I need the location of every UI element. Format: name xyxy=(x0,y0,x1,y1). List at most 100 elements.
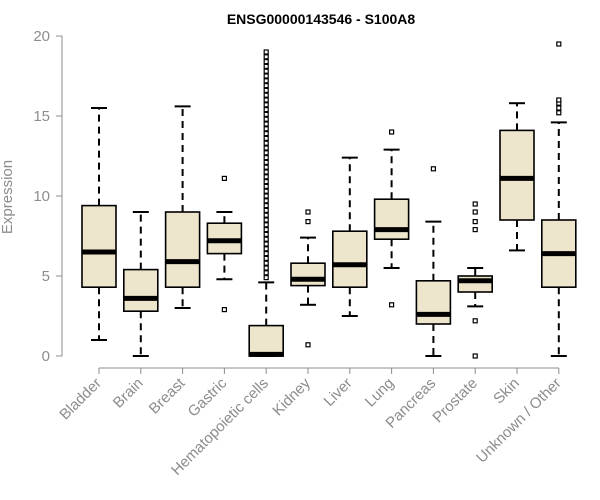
box-unknown-other xyxy=(540,41,577,357)
outlier-point xyxy=(472,201,478,207)
outlier-point xyxy=(263,97,269,103)
outlier-point xyxy=(221,175,227,181)
outlier-point xyxy=(263,87,269,94)
outlier-point xyxy=(263,63,269,70)
x-tick-label: Liver xyxy=(321,375,356,410)
outlier-point xyxy=(263,58,269,65)
box-skin xyxy=(499,102,535,252)
box-breast xyxy=(164,105,201,309)
outlier-point xyxy=(263,193,269,199)
outlier-point xyxy=(556,110,562,116)
outlier-point xyxy=(263,78,269,84)
outlier-point xyxy=(263,145,269,151)
box-iqr xyxy=(331,230,368,288)
outlier-point xyxy=(472,318,478,324)
outlier-point xyxy=(263,164,269,170)
outlier-point xyxy=(472,209,478,215)
box-prostate xyxy=(457,201,494,359)
outlier-point xyxy=(556,97,562,103)
outlier-point xyxy=(305,209,311,215)
outlier-point xyxy=(263,241,269,247)
outlier-point xyxy=(263,255,269,261)
x-tick-label: Bladder xyxy=(56,375,105,424)
boxes-group xyxy=(81,41,577,359)
outlier-point xyxy=(389,129,395,135)
x-tick-label: Skin xyxy=(490,375,523,408)
outlier-point xyxy=(263,212,269,218)
outlier-point xyxy=(472,227,478,233)
box-iqr xyxy=(164,211,201,288)
outlier-point xyxy=(430,166,436,172)
y-tick-label: 15 xyxy=(33,108,50,125)
y-tick-label: 0 xyxy=(42,348,50,365)
outlier-point xyxy=(263,231,269,237)
outlier-point xyxy=(263,111,269,118)
box-pancreas xyxy=(415,166,452,357)
outlier-point xyxy=(472,219,478,225)
outlier-point xyxy=(263,131,269,137)
outlier-point xyxy=(263,82,269,89)
x-tick-label: Breast xyxy=(146,374,189,417)
outlier-point xyxy=(263,198,269,204)
outlier-point xyxy=(263,275,269,281)
box-hematopoietic-cells xyxy=(248,49,284,357)
box-iqr xyxy=(81,204,117,289)
outlier-point xyxy=(263,183,269,189)
outlier-point xyxy=(263,140,269,146)
outlier-point xyxy=(263,251,269,257)
outlier-point xyxy=(263,106,269,113)
outlier-point xyxy=(263,73,269,79)
outlier-point xyxy=(263,265,269,271)
box-liver xyxy=(331,156,368,317)
y-axis: 0 5 10 15 20 xyxy=(33,28,63,365)
x-tick-label: Prostate xyxy=(429,375,481,427)
y-axis-label: Expression xyxy=(0,160,16,234)
outlier-point xyxy=(263,169,269,175)
y-tick-label: 10 xyxy=(33,188,50,205)
x-tick-label: Kidney xyxy=(269,374,314,419)
box-brain xyxy=(123,211,159,357)
outlier-point xyxy=(263,116,269,122)
outlier-point xyxy=(305,342,311,348)
outlier-point xyxy=(263,121,269,127)
box-iqr xyxy=(248,324,284,357)
outlier-point xyxy=(263,150,269,156)
box-iqr xyxy=(290,262,326,287)
outlier-point xyxy=(263,270,269,276)
outlier-point xyxy=(263,207,269,213)
outlier-point xyxy=(263,227,269,233)
outlier-point xyxy=(556,105,562,111)
outlier-point xyxy=(263,126,269,132)
outlier-point xyxy=(263,260,269,266)
outlier-point xyxy=(263,92,269,98)
x-tick-label: Brain xyxy=(110,375,147,412)
outlier-point xyxy=(263,222,269,228)
outlier-point xyxy=(263,203,269,209)
box-iqr xyxy=(373,198,410,240)
outlier-point xyxy=(263,155,269,161)
outlier-point xyxy=(472,353,478,359)
box-gastric xyxy=(206,175,243,313)
outlier-point xyxy=(263,188,269,194)
box-bladder xyxy=(81,107,117,341)
outlier-point xyxy=(263,159,269,165)
outlier-point xyxy=(263,217,269,223)
chart-title: ENSG00000143546 - S100A8 xyxy=(227,11,416,27)
outlier-point xyxy=(389,302,395,308)
outlier-point xyxy=(263,102,269,108)
outlier-point xyxy=(263,174,269,180)
y-tick-label: 5 xyxy=(42,268,50,285)
x-tick-label: Lung xyxy=(362,375,398,411)
outlier-point xyxy=(305,219,311,225)
box-kidney xyxy=(290,209,326,348)
outlier-point xyxy=(221,307,227,313)
outlier-point xyxy=(263,49,269,55)
outlier-point xyxy=(556,41,562,47)
box-iqr xyxy=(415,279,452,325)
outlier-point xyxy=(263,54,269,60)
box-iqr xyxy=(123,268,159,313)
outlier-point xyxy=(263,246,269,252)
outlier-point xyxy=(263,179,269,185)
